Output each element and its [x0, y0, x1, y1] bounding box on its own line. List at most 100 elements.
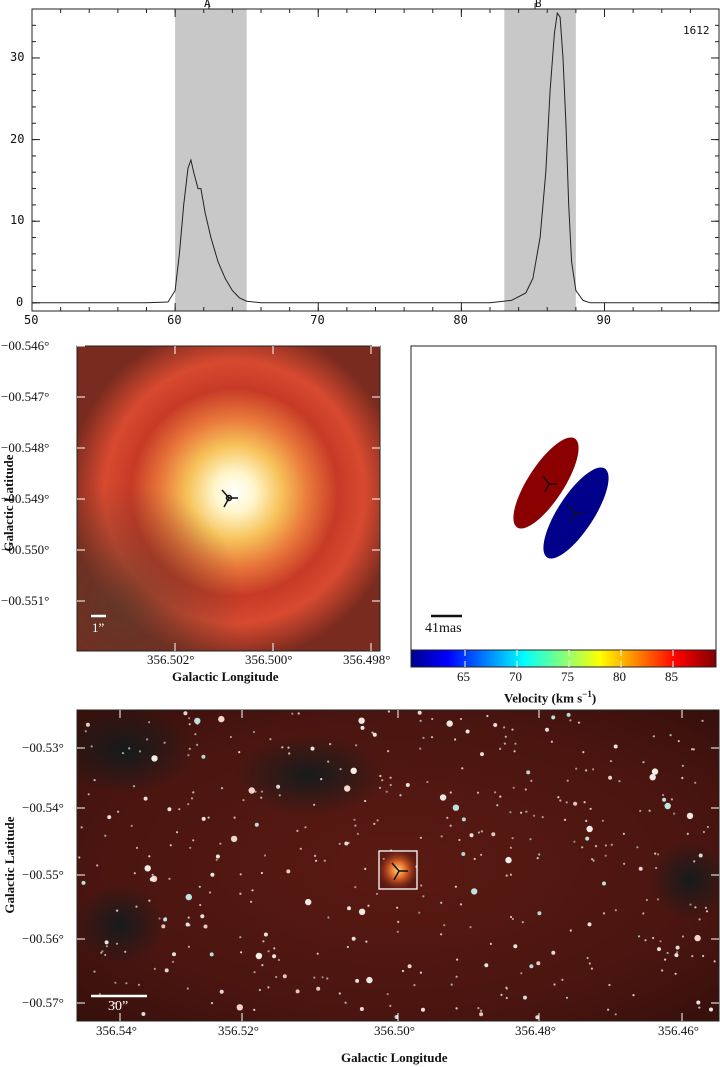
star — [194, 733, 197, 736]
star — [477, 1007, 480, 1010]
star — [523, 995, 527, 1000]
star — [613, 744, 618, 749]
colorbar-label: Velocity (km s−1) — [504, 689, 597, 706]
star — [583, 801, 586, 804]
star — [654, 852, 657, 855]
star — [315, 859, 318, 862]
star — [696, 1000, 701, 1005]
star — [686, 812, 694, 820]
spectrum-chart — [31, 3, 720, 312]
star — [536, 857, 539, 860]
star — [545, 727, 549, 732]
star — [261, 964, 264, 967]
star — [278, 794, 281, 797]
star — [277, 958, 281, 962]
star — [419, 719, 422, 722]
star — [604, 844, 608, 847]
star — [639, 809, 642, 812]
star — [469, 926, 472, 929]
star — [652, 735, 656, 738]
source-position-icon — [391, 862, 408, 881]
star — [706, 825, 710, 829]
star — [113, 1002, 116, 1005]
star — [500, 993, 503, 996]
star — [199, 903, 202, 907]
star — [188, 723, 191, 726]
star — [269, 738, 272, 741]
star — [161, 924, 166, 929]
star — [666, 951, 669, 955]
star — [201, 816, 206, 821]
colorbar-tick-label: 85 — [665, 669, 678, 684]
star — [148, 721, 151, 724]
star — [521, 921, 524, 924]
x-tick-label: 60 — [167, 313, 182, 327]
velocity-range-b — [504, 9, 576, 311]
star — [85, 722, 90, 727]
star — [694, 781, 697, 784]
star — [358, 908, 366, 915]
star — [456, 958, 459, 961]
star — [313, 803, 316, 806]
star — [561, 978, 564, 981]
star — [577, 721, 581, 724]
star — [356, 832, 359, 835]
star — [510, 915, 513, 919]
star — [622, 832, 626, 835]
x-tick-label: 356.54° — [96, 1023, 137, 1038]
star — [351, 936, 356, 941]
spectrum-frame — [31, 8, 720, 312]
star — [254, 822, 259, 827]
star — [491, 832, 496, 837]
star — [607, 1008, 610, 1011]
star — [459, 903, 463, 906]
star — [192, 839, 195, 842]
star — [189, 846, 192, 849]
star — [705, 910, 709, 913]
star — [581, 846, 584, 849]
star — [480, 853, 483, 856]
star — [358, 717, 365, 724]
star — [689, 903, 692, 906]
star — [575, 767, 578, 770]
wide-y-axis-label: Galactic Latitude — [2, 816, 17, 914]
star — [164, 968, 169, 973]
y-tick-label: 0 — [16, 294, 24, 309]
star — [323, 859, 326, 862]
star — [638, 866, 643, 871]
star — [107, 815, 112, 820]
star — [443, 924, 446, 927]
star — [260, 790, 264, 793]
star — [104, 834, 107, 837]
star — [590, 967, 594, 970]
star — [239, 873, 242, 876]
star — [455, 1007, 458, 1010]
star — [557, 796, 560, 799]
star — [144, 865, 151, 872]
star — [426, 780, 429, 784]
star — [610, 843, 613, 846]
star — [210, 1002, 214, 1005]
star — [664, 958, 667, 961]
star — [480, 1009, 483, 1012]
star — [220, 787, 224, 790]
star — [93, 970, 96, 973]
star — [371, 731, 374, 734]
star — [520, 811, 523, 814]
star — [198, 885, 201, 888]
star — [537, 911, 542, 916]
star — [446, 816, 449, 819]
star — [662, 793, 665, 797]
star — [338, 992, 341, 995]
star — [187, 754, 190, 757]
star — [585, 819, 588, 822]
star — [698, 1006, 701, 1009]
star — [104, 953, 107, 957]
star — [96, 864, 99, 867]
star — [135, 846, 139, 849]
wide-field-image — [76, 709, 720, 1022]
star — [151, 755, 158, 762]
star — [509, 873, 512, 876]
star — [133, 872, 136, 875]
y-tick-label: −00.57° — [22, 995, 64, 1010]
